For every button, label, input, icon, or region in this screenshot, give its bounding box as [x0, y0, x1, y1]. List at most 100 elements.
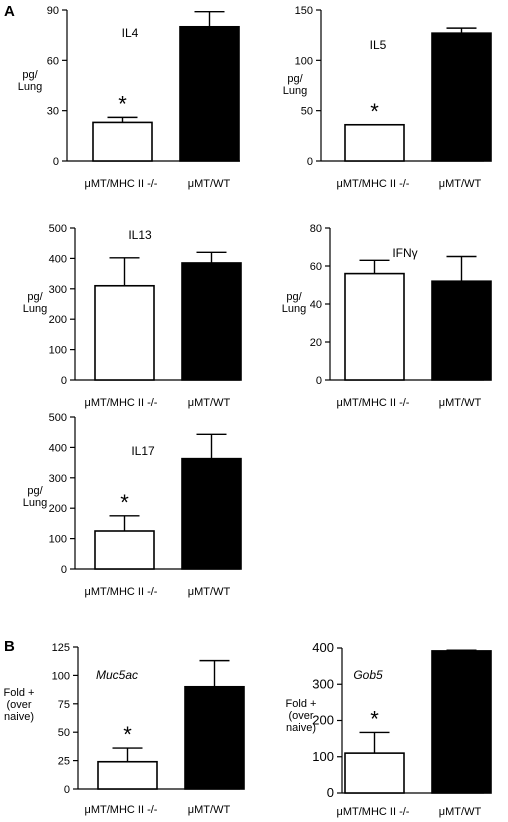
y-axis-label: pg/: [286, 291, 302, 303]
bar-wt: [431, 280, 492, 381]
y-tick-label: 40: [310, 299, 322, 311]
y-tick-label: 200: [49, 314, 67, 326]
y-tick-label: 25: [58, 756, 70, 768]
y-tick-label: 0: [61, 564, 67, 576]
category-label: μMT/MHC II -/-: [337, 806, 410, 818]
y-tick-label: 100: [295, 55, 313, 67]
chart-il4: 0 30 60 90 pg/Lung IL4 * μMT/MHC II -/- μMT/WT: [18, 5, 240, 190]
chart-il5: 0 50 100 150 pg/Lung IL5 * μMT/MHC II -/- μMT/WT: [283, 5, 492, 190]
y-axis-label: Lung: [283, 85, 307, 97]
y-tick-label: 100: [49, 345, 67, 357]
y-tick-label: 90: [47, 5, 59, 17]
bar-wt: [179, 25, 240, 162]
bar-mhcii-ko: [344, 752, 405, 794]
y-tick-label: 400: [49, 253, 67, 265]
panel-label-a: A: [4, 3, 15, 20]
y-tick-label: 75: [58, 699, 70, 711]
chart-title: Muc5ac: [96, 668, 138, 682]
y-axis-label: Lung: [23, 497, 47, 509]
category-label: μMT/MHC II -/-: [85, 178, 158, 190]
y-tick-label: 400: [49, 442, 67, 454]
y-axis-label: naive): [286, 722, 316, 734]
y-tick-label: 200: [49, 503, 67, 515]
y-tick-label: 0: [327, 785, 334, 800]
y-tick-label: 0: [64, 784, 70, 796]
y-tick-label: 0: [53, 156, 59, 168]
bar-wt: [181, 262, 242, 381]
bar-mhcii-ko: [94, 284, 155, 381]
category-label: μMT/WT: [188, 586, 231, 598]
y-axis-label: (over: [6, 699, 31, 711]
chart-il17: 0 100 200 300 400 500 pg/Lung IL17 * μMT/MHC II -…: [23, 412, 242, 598]
category-label: μMT/MHC II -/-: [85, 397, 158, 409]
category-label: μMT/WT: [439, 397, 482, 409]
chart-title: IFNγ: [392, 246, 417, 260]
y-axis-label: Lung: [282, 303, 306, 315]
y-axis-label: Fold +: [4, 687, 35, 699]
bar-mhcii-ko: [94, 530, 155, 570]
bar-mhcii-ko: [344, 272, 405, 381]
category-label: μMT/MHC II -/-: [85, 804, 158, 816]
y-tick-label: 150: [295, 5, 313, 17]
y-axis-label: pg/: [22, 69, 38, 81]
bar-mhcii-ko: [344, 123, 405, 162]
category-label: μMT/MHC II -/-: [337, 178, 410, 190]
bar-mhcii-ko: [92, 121, 153, 162]
category-label: μMT/MHC II -/-: [85, 586, 158, 598]
y-axis-label: pg/: [287, 73, 303, 85]
y-tick-label: 30: [47, 106, 59, 118]
bar-wt: [181, 457, 242, 570]
chart-title: Gob5: [353, 668, 383, 682]
y-axis-label: Fold +: [286, 698, 317, 710]
y-tick-label: 50: [301, 106, 313, 118]
y-tick-label: 0: [307, 156, 313, 168]
y-tick-label: 300: [49, 473, 67, 485]
bar-wt: [184, 685, 245, 790]
y-tick-label: 200: [312, 713, 334, 728]
y-tick-label: 0: [316, 375, 322, 387]
y-tick-label: 500: [49, 412, 67, 424]
bar-wt: [431, 32, 492, 162]
significance-star: *: [118, 91, 127, 116]
panel-label-b: B: [4, 638, 15, 655]
y-tick-label: 80: [310, 223, 322, 235]
y-tick-label: 100: [52, 670, 70, 682]
category-label: μMT/MHC II -/-: [337, 397, 410, 409]
chart-il13: 0 100 200 300 400 500 pg/Lung IL13 μMT/MHC II -/…: [23, 223, 242, 409]
significance-star: *: [370, 99, 379, 124]
chart-title: IL5: [370, 38, 387, 52]
category-label: μMT/WT: [439, 178, 482, 190]
y-tick-label: 0: [61, 375, 67, 387]
bar-mhcii-ko: [97, 760, 158, 790]
category-label: μMT/WT: [188, 804, 231, 816]
chart-title: IL17: [131, 444, 155, 458]
chart-title: IL4: [122, 26, 139, 40]
y-tick-label: 125: [52, 642, 70, 654]
charts-group: 0 30 60 90 pg/Lung IL4 * μMT/MHC II -/- μMT/WT 0 5…: [4, 5, 492, 818]
y-axis-label: Lung: [18, 81, 42, 93]
category-label: μMT/WT: [188, 397, 231, 409]
y-tick-label: 100: [49, 534, 67, 546]
y-tick-label: 60: [310, 261, 322, 273]
significance-star: *: [370, 706, 379, 731]
y-axis-label: (over: [288, 710, 313, 722]
significance-star: *: [123, 722, 132, 747]
category-label: μMT/WT: [439, 806, 482, 818]
y-tick-label: 20: [310, 337, 322, 349]
y-axis-label: Lung: [23, 303, 47, 315]
y-tick-label: 50: [58, 727, 70, 739]
category-label: μMT/WT: [188, 178, 231, 190]
bar-wt: [431, 650, 492, 794]
y-tick-label: 300: [49, 284, 67, 296]
y-tick-label: 500: [49, 223, 67, 235]
y-tick-label: 60: [47, 55, 59, 67]
significance-star: *: [120, 490, 129, 515]
y-tick-label: 400: [312, 640, 334, 655]
y-axis-label: pg/: [27, 485, 43, 497]
y-axis-label: pg/: [27, 291, 43, 303]
y-tick-label: 100: [312, 749, 334, 764]
y-tick-label: 300: [312, 676, 334, 691]
chart-ifn: 0 20 40 60 80 pg/Lung IFNγ μMT/MHC II -/- μMT/WT: [282, 223, 492, 409]
